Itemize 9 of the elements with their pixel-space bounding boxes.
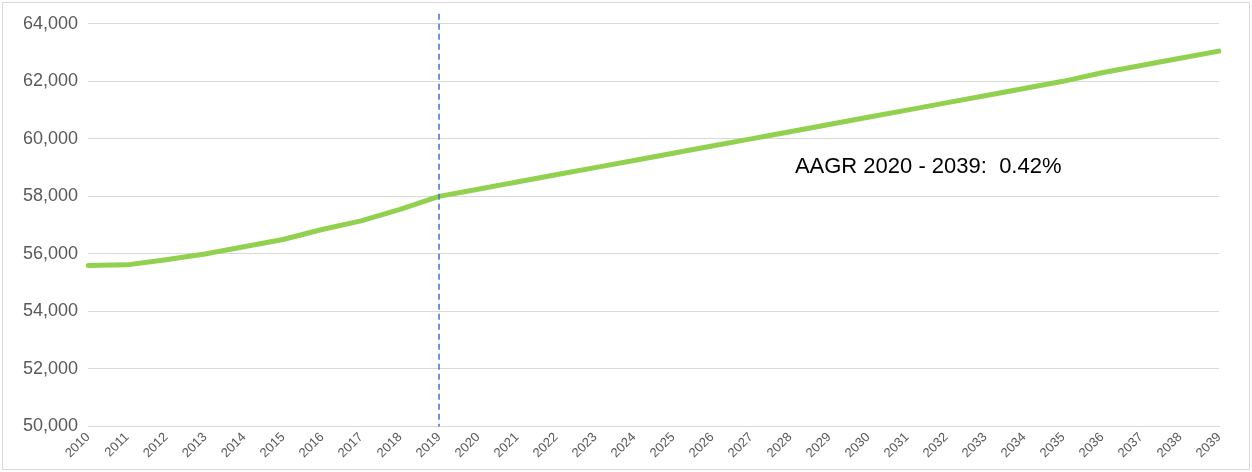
y-tick-label: 58,000: [22, 185, 79, 206]
y-tick-label: 64,000: [22, 12, 79, 33]
y-tick-label: 62,000: [22, 70, 79, 91]
y-tick-label: 50,000: [22, 415, 79, 436]
annotation: AAGR 2020 - 2039: 0.42%: [794, 152, 1062, 178]
y-tick-label: 56,000: [22, 242, 79, 263]
y-tick-label: 54,000: [22, 300, 79, 321]
y-tick-label: 60,000: [22, 127, 79, 148]
y-tick-label: 52,000: [22, 357, 79, 378]
